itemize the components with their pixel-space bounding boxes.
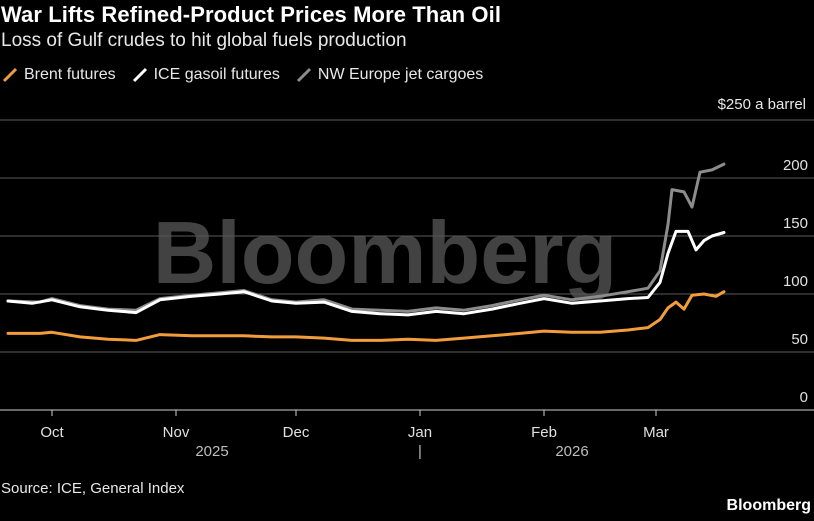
legend-label-jet: NW Europe jet cargoes <box>317 66 484 83</box>
gridlines <box>0 119 814 411</box>
x-axis: Oct Nov Dec Jan Feb Mar 2025 2026 | <box>40 410 669 460</box>
x-tick-label: Dec <box>283 424 310 441</box>
year-label: 2026 <box>555 443 588 460</box>
x-tick-label: Oct <box>40 424 64 441</box>
y-tick-label: 200 <box>783 157 808 174</box>
legend-item-brent: Brent futures <box>2 66 116 84</box>
y-tick-label: 100 <box>783 273 808 290</box>
legend-item-jet: NW Europe jet cargoes <box>296 66 483 84</box>
legend-swatch-gasoil-icon <box>132 67 148 83</box>
chart-subtitle: Loss of Gulf crudes to hit global fuels … <box>1 30 407 51</box>
x-tick-label: Jan <box>408 424 432 441</box>
y-axis-ticks: 0 50 100 150 200 <box>783 157 808 406</box>
legend-swatch-jet-icon <box>296 67 312 83</box>
series-line-brent-futures <box>6 290 726 342</box>
chart-title: War Lifts Refined-Product Prices More Th… <box>1 2 502 27</box>
legend-label-brent: Brent futures <box>24 66 116 83</box>
x-tick-label: Mar <box>643 424 669 441</box>
y-tick-label: 50 <box>791 331 808 348</box>
bloomberg-watermark: Bloomberg <box>153 203 617 302</box>
bloomberg-logo: Bloomberg <box>726 497 811 514</box>
x-tick-label: Feb <box>531 424 557 441</box>
legend-item-gasoil: ICE gasoil futures <box>132 66 280 84</box>
year-divider: | <box>418 443 422 460</box>
year-label: 2025 <box>195 443 228 460</box>
legend-label-gasoil: ICE gasoil futures <box>153 66 280 83</box>
series-lines <box>6 162 726 342</box>
y-tick-label: 0 <box>800 389 808 406</box>
series-line-ice-gasoil-futures <box>6 229 726 317</box>
series-line-nw-europe-jet-cargoes <box>6 162 726 313</box>
chart-legend: Brent futures ICE gasoil futures NW Euro… <box>2 66 499 84</box>
y-axis-unit-label: $250 a barrel <box>717 96 806 113</box>
x-tick-label: Nov <box>163 424 190 441</box>
legend-swatch-line <box>296 67 311 83</box>
legend-swatch-brent-icon <box>2 67 18 83</box>
source-note: Source: ICE, General Index <box>1 480 185 497</box>
legend-swatch-line <box>132 67 147 83</box>
y-tick-label: 150 <box>783 215 808 232</box>
legend-swatch-line <box>2 67 18 83</box>
